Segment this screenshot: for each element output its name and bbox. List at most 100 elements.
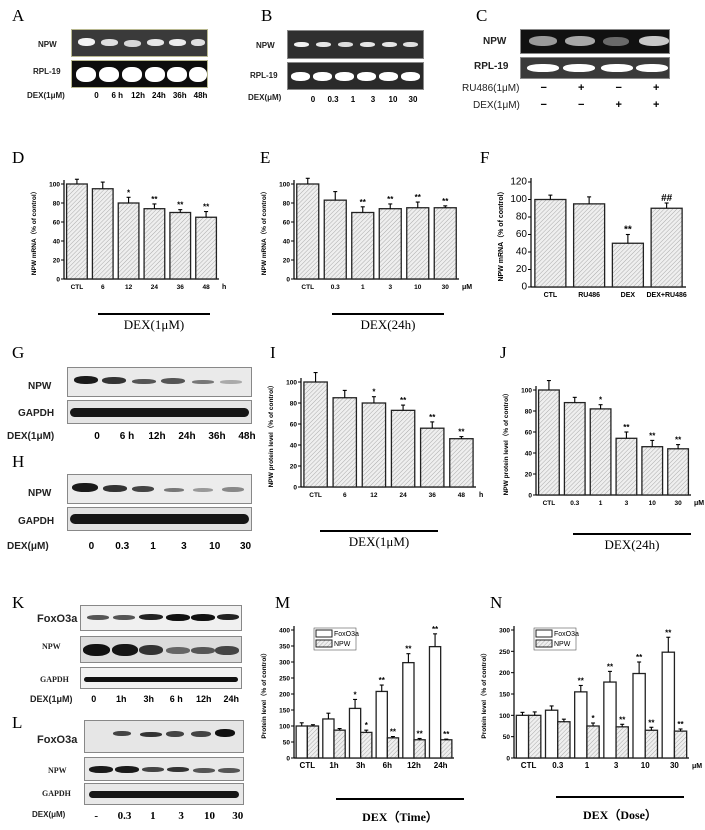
significance-mark: **	[665, 628, 672, 637]
bar	[534, 198, 567, 288]
panel-letter-n: N	[490, 593, 503, 612]
chart-j-npw-protein-dose: NPW protein level（% of control） 0 20 40 60 80…	[502, 379, 704, 507]
x-tick-label: 10	[414, 284, 422, 291]
legend-label: NPW	[334, 641, 351, 648]
y-tick-label: 100	[499, 713, 510, 720]
x-tick-label: 24	[151, 284, 159, 291]
x-tick-label: 0.3	[331, 284, 340, 291]
y-tick-label: 100	[510, 194, 527, 205]
panel-letter-c: C	[476, 6, 488, 25]
y-tick-label: 150	[279, 708, 290, 715]
blot-gapdh-k	[80, 667, 242, 689]
y-tick-label: 60	[525, 430, 533, 437]
x-tick-label: 12	[125, 284, 133, 291]
bar	[351, 211, 375, 280]
blot-gapdh-h	[67, 507, 252, 531]
blot-gapdh-l	[84, 783, 244, 805]
bar	[386, 737, 400, 759]
x-tick-label: CTL	[300, 761, 316, 770]
legend-label: NPW	[554, 641, 571, 648]
bar	[375, 690, 388, 759]
lane-labels-k: 0 1h 3h 6 h 12h 24h	[91, 694, 239, 704]
x-tick-label: 24h	[434, 761, 448, 770]
y-tick-label: 350	[279, 644, 290, 651]
treatment-label: DEX(μM)	[32, 810, 66, 819]
significance-mark: **	[390, 728, 397, 737]
x-unit: μM	[692, 763, 702, 770]
blot-foxo3a-l	[84, 720, 244, 753]
lane-labels-b: 0 0.3 1 3 10 30	[310, 95, 418, 104]
significance-mark: **	[677, 720, 684, 729]
significance-mark: **	[387, 195, 394, 204]
condition-bar	[332, 313, 444, 315]
x-tick-label: CTL	[543, 500, 556, 507]
bar	[332, 397, 358, 488]
x-tick-label: DEX	[621, 292, 636, 299]
significance-mark: **	[405, 645, 412, 654]
blot-row-label: NPW	[42, 642, 61, 651]
blot-row-label: NPW	[48, 766, 67, 775]
y-tick-label: 60	[516, 229, 528, 240]
significance-mark: **	[443, 730, 450, 739]
y-tick-label: 150	[499, 692, 510, 699]
y-tick-label: 40	[283, 239, 291, 246]
x-tick-label: CTL	[544, 292, 558, 299]
condition-label: DEX(24h)	[604, 537, 660, 552]
bar	[402, 661, 415, 759]
bar	[586, 725, 600, 759]
significance-mark: **	[458, 428, 465, 437]
significance-mark: **	[203, 203, 210, 212]
y-tick-label: 40	[53, 239, 61, 246]
gel-rpl19-b	[287, 62, 424, 90]
significance-mark: **	[619, 715, 626, 724]
condition-bar	[320, 530, 438, 532]
y-tick-label: 250	[279, 676, 290, 683]
y-tick-label: 100	[49, 182, 60, 189]
y-tick-label: 120	[510, 177, 527, 188]
y-tick-label: 50	[283, 740, 291, 747]
bar	[406, 207, 430, 280]
panel-letter-f: F	[480, 148, 490, 167]
bar	[333, 729, 346, 759]
y-tick-label: 100	[279, 724, 290, 731]
y-tick-label: 80	[516, 212, 528, 223]
blot-npw-h	[67, 474, 252, 504]
chart-e-npw-mrna-dose: NPW mRNA（% of control） 0 20 40 60 80 100 CTL 0.3…	[260, 177, 472, 291]
x-tick-label: 36	[177, 284, 185, 291]
y-tick-label: 0	[286, 277, 290, 284]
dex-signs: − − + +	[540, 99, 660, 111]
bar	[563, 401, 586, 496]
blot-row-label: FoxO3a	[37, 613, 78, 625]
significance-mark: **	[578, 676, 585, 685]
treatment-label: DEX(1μM)	[473, 100, 520, 111]
y-tick-label: 0	[293, 485, 297, 492]
significance-mark: **	[429, 413, 436, 422]
y-tick-label: 0	[286, 756, 290, 763]
x-tick-label: 3h	[356, 761, 365, 770]
y-tick-label: 200	[499, 670, 510, 677]
gel-npw-c	[520, 29, 670, 54]
bar	[615, 726, 629, 759]
x-tick-label: 10	[649, 500, 657, 507]
bar	[611, 242, 645, 288]
y-tick-label: 60	[290, 422, 298, 429]
significance-mark: **	[636, 653, 643, 662]
condition-label: DEX(1μM)	[348, 534, 410, 549]
significance-mark: *	[127, 188, 131, 197]
condition-bar	[98, 313, 210, 315]
bar	[306, 725, 320, 759]
significance-mark: **	[624, 225, 632, 236]
chart-n-protein-dose: Protein level（% of control） 0 50 100 150 200 2…	[480, 626, 702, 770]
condition-label: DEX（Dose）	[583, 808, 657, 822]
treatment-label: DEX(1μM)	[27, 91, 65, 100]
x-tick-label: 48	[458, 492, 466, 499]
x-tick-label: 48	[202, 284, 210, 291]
y-tick-label: 20	[516, 264, 528, 275]
bar	[641, 446, 664, 496]
significance-mark: **	[607, 662, 614, 671]
ru486-signs: − + − +	[540, 82, 660, 94]
significance-mark: *	[372, 388, 376, 397]
gel-row-label: GAPDH	[18, 516, 55, 527]
lane-labels-l: -0.3 1 3 10 30	[94, 810, 244, 822]
